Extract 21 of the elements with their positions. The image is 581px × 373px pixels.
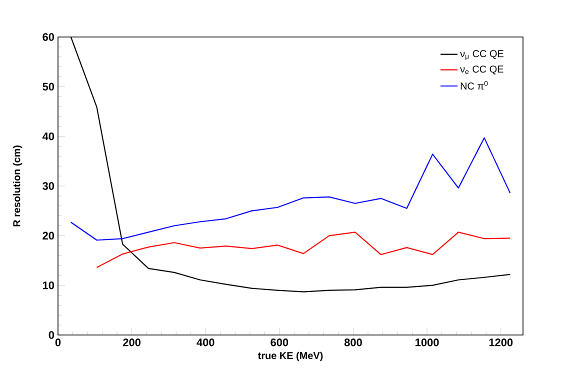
x-axis-title: true KE (MeV) xyxy=(258,352,323,362)
y-tick-label: 0 xyxy=(48,331,54,339)
y-tick-label: 40 xyxy=(42,132,54,140)
x-tick-label: 1200 xyxy=(489,338,513,346)
y-tick-label: 30 xyxy=(42,182,54,190)
legend-label: ν$_{μ}$ CC QE xyxy=(460,50,504,60)
legend-label: NC π$^{0}$ xyxy=(460,81,488,90)
x-tick-label: 800 xyxy=(344,338,362,346)
x-tick-label: 200 xyxy=(123,338,140,346)
legend-label: ν$_{e}$ CC QE xyxy=(460,66,504,74)
y-tick-label: 10 xyxy=(42,281,54,290)
y-axis-title: R resolution (cm) xyxy=(12,146,22,226)
y-tick-label: 20 xyxy=(42,232,54,240)
x-tick-label: 0 xyxy=(55,338,61,346)
x-tick-label: 1000 xyxy=(416,338,439,346)
y-tick-label: 50 xyxy=(42,82,54,91)
line-series xyxy=(70,137,511,241)
x-tick-label: 600 xyxy=(270,338,288,346)
line-series xyxy=(96,232,511,268)
y-tick-label: 60 xyxy=(42,33,54,41)
x-tick-label: 400 xyxy=(196,338,214,346)
